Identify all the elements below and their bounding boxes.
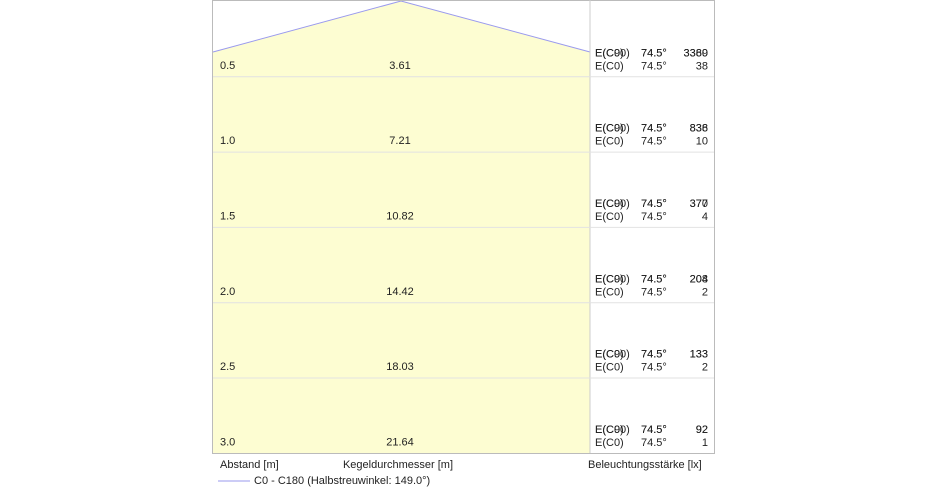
upper-label: E(C90) — [595, 424, 630, 436]
lower-angle: 74.5° — [641, 60, 667, 72]
upper-angle: 74.5° — [641, 123, 667, 135]
lower-value: 38 — [696, 60, 708, 72]
upper-value: 838 — [690, 123, 708, 135]
upper-angle: 74.5° — [641, 198, 667, 210]
upper-angle: 74.5° — [641, 198, 667, 210]
upper-value: 370 — [690, 198, 708, 210]
lower-angle: 74.5° — [641, 136, 667, 148]
lower-value: 2 — [702, 362, 708, 374]
distance: 1.5 — [220, 211, 235, 223]
distance: 2.5 — [220, 361, 235, 373]
lower-label: E(C0) — [595, 286, 624, 298]
distance: 0.5 — [220, 60, 235, 72]
lower-value: 1 — [702, 437, 708, 449]
diameter: 21.64 — [386, 436, 414, 448]
upper-label: E(C0) — [595, 349, 624, 361]
diameter: 7.21 — [389, 135, 410, 147]
distance: 2.0 — [220, 286, 235, 298]
lower-label: E(C0) — [595, 211, 624, 223]
upper-value: 208 — [690, 273, 708, 285]
lower-angle: 74.5° — [641, 437, 667, 449]
upper-angle: 74.5° — [641, 123, 667, 135]
lower-label: E(C0) — [595, 60, 624, 72]
lower-label: E(C0) — [595, 362, 624, 374]
upper-angle: 74.5° — [641, 349, 667, 361]
distance-label: Abstand [m] — [220, 459, 279, 471]
upper-label: E(C90) — [595, 273, 630, 285]
upper-label: E(C0) — [595, 47, 624, 59]
legend-label: C0 - C180 (Halbstreuwinkel: 149.0°) — [254, 475, 430, 487]
upper-angle: 74.5° — [641, 47, 667, 59]
distance: 3.0 — [220, 436, 235, 448]
upper-value: 133 — [690, 349, 708, 361]
lower-label: E(C0) — [595, 136, 624, 148]
rows: 0.5 3.61 E(C0) 74.5° 3360 E(C90) 74.5° 3389 E(C0… — [213, 47, 714, 449]
distance: 1.0 — [220, 135, 235, 147]
upper-value: 92 — [696, 424, 708, 436]
illuminance-label: Beleuchtungsstärke [lx] — [588, 459, 702, 471]
upper-angle: 74.5° — [641, 273, 667, 285]
upper-angle: 74.5° — [641, 47, 667, 59]
upper-angle: 74.5° — [641, 273, 667, 285]
frame — [212, 0, 715, 454]
lower-label: E(C0) — [595, 437, 624, 449]
upper-angle: 74.5° — [641, 424, 667, 436]
upper-label: E(C90) — [595, 47, 630, 59]
diameter: 10.82 — [386, 211, 414, 223]
upper-angle: 74.5° — [641, 424, 667, 436]
upper-value: 92 — [696, 424, 708, 436]
upper-label: E(C0) — [595, 198, 624, 210]
upper-angle: 74.5° — [641, 349, 667, 361]
upper-value: 836 — [690, 123, 708, 135]
lower-value: 2 — [702, 286, 708, 298]
upper-label: E(C90) — [595, 123, 630, 135]
upper-value: 3389 — [684, 47, 708, 59]
lower-angle: 74.5° — [641, 362, 667, 374]
diameter: 3.61 — [389, 60, 410, 72]
lower-angle: 74.5° — [641, 286, 667, 298]
diameter-label: Kegeldurchmesser [m] — [343, 459, 453, 471]
upper-label: E(C90) — [595, 198, 630, 210]
lower-value: 10 — [696, 136, 708, 148]
upper-label: E(C0) — [595, 273, 624, 285]
lower-angle: 74.5° — [641, 211, 667, 223]
upper-value: 3360 — [684, 47, 708, 59]
lower-value: 4 — [702, 211, 708, 223]
upper-value: 133 — [690, 349, 708, 361]
upper-value: 377 — [690, 198, 708, 210]
upper-label: E(C90) — [595, 349, 630, 361]
diameter: 18.03 — [386, 361, 414, 373]
upper-value: 204 — [690, 273, 708, 285]
diameter: 14.42 — [386, 286, 414, 298]
upper-label: E(C0) — [595, 424, 624, 436]
upper-label: E(C0) — [595, 123, 624, 135]
